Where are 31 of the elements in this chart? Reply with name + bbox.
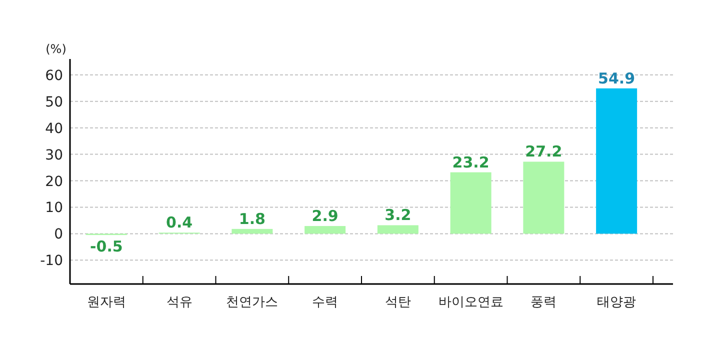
- data-label: 1.8: [238, 210, 266, 228]
- bar: [596, 88, 638, 234]
- bar: [232, 228, 273, 234]
- x-tick-label: 석유: [166, 295, 192, 310]
- data-label: 27.2: [525, 142, 562, 161]
- data-label: -0.5: [90, 238, 123, 256]
- data-label: 3.2: [384, 206, 412, 224]
- x-tick-label: 수력: [312, 295, 338, 310]
- y-tick-label: -10: [40, 253, 63, 270]
- x-tick-label: 바이오연료: [438, 295, 504, 310]
- y-tick-label: 40: [45, 120, 63, 137]
- data-label: 54.9: [598, 69, 636, 88]
- x-tick-label: 풍력: [530, 295, 557, 310]
- y-tick-label: 10: [45, 200, 63, 216]
- y-tick-label: 30: [45, 147, 63, 164]
- x-tick-label: 천연가스: [226, 295, 278, 310]
- bar: [304, 226, 346, 234]
- y-tick-label: 50: [45, 94, 63, 110]
- y-tick-label: 0: [54, 226, 63, 243]
- x-tick-label: 석탄: [384, 295, 411, 310]
- x-tick-label: 태양광: [597, 295, 636, 310]
- data-label: 0.4: [166, 214, 193, 232]
- data-label: 2.9: [312, 207, 338, 226]
- bar: [450, 172, 492, 234]
- y-tick-label: 60: [45, 68, 63, 84]
- bar: [523, 162, 564, 234]
- x-tick-label: 원자력: [86, 295, 126, 310]
- data-label: 23.2: [452, 153, 490, 172]
- y-axis-title: (%): [46, 42, 66, 56]
- y-tick-label: 20: [45, 174, 63, 190]
- bar: [377, 225, 418, 234]
